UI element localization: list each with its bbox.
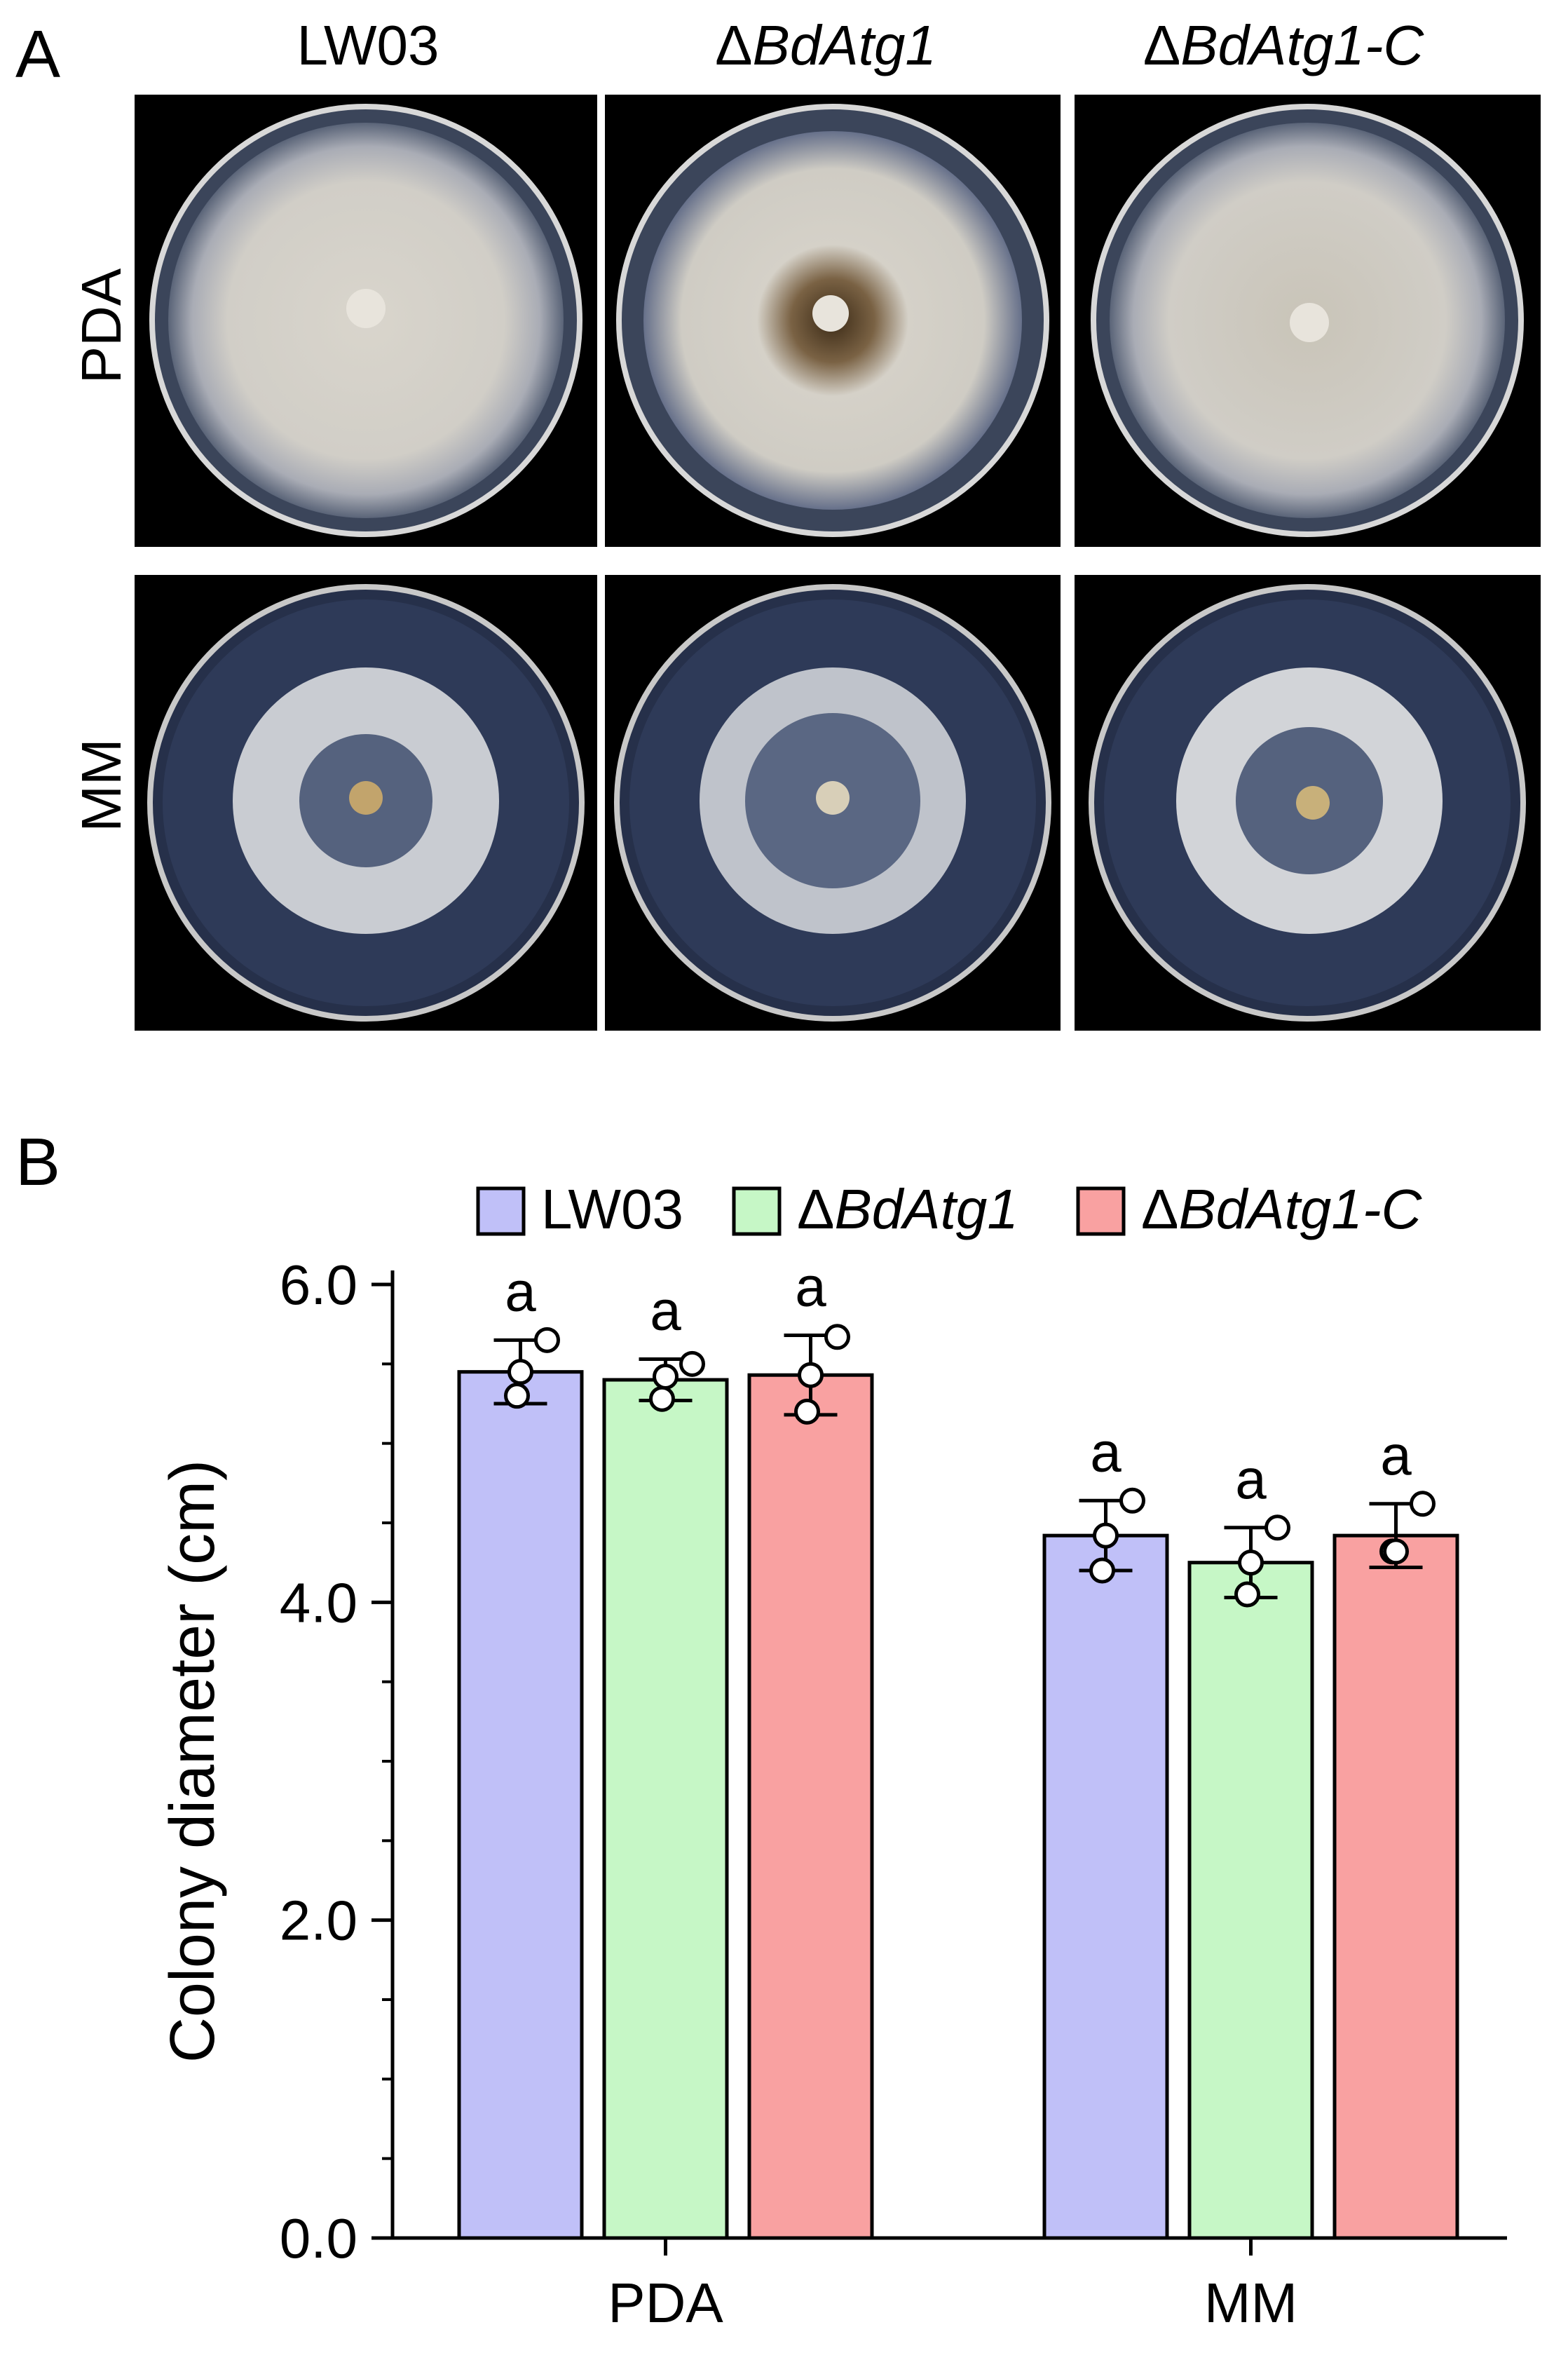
column-header-lw03: LW03 [296, 14, 439, 76]
plate-photo-mm-bdatg1 [605, 575, 1061, 1031]
bar [457, 1370, 584, 2240]
row-label-pda: PDA [70, 268, 132, 384]
data-point [1089, 1557, 1115, 1584]
legend-label: LW03 [541, 1178, 683, 1240]
plate-photo-pda-lw03 [135, 95, 597, 547]
data-point [504, 1383, 530, 1409]
row-label-mm: MM [70, 738, 132, 832]
legend-swatch [1076, 1186, 1126, 1236]
significance-letter: a [1235, 1448, 1267, 1510]
bar [602, 1378, 729, 2240]
data-point [824, 1324, 850, 1350]
x-tick-label: PDA [608, 2272, 723, 2334]
data-point [798, 1362, 824, 1388]
data-point [1234, 1581, 1260, 1608]
legend-label: ΔBdAtg1 [797, 1178, 1018, 1240]
y-tick-label: 6.0 [280, 1254, 357, 1316]
data-point [1383, 1538, 1409, 1565]
data-point [1119, 1487, 1145, 1514]
significance-letter: a [1380, 1424, 1412, 1486]
significance-letter: a [650, 1280, 681, 1342]
data-point [794, 1398, 820, 1425]
legend-swatch [476, 1186, 526, 1236]
data-point [1093, 1522, 1119, 1549]
y-tick-label: 2.0 [280, 1890, 357, 1952]
data-point [507, 1359, 533, 1385]
data-point [1238, 1549, 1264, 1576]
plate-photo-mm-bdatg1-c [1075, 575, 1541, 1031]
data-point [534, 1327, 560, 1353]
significance-letter: a [1090, 1420, 1122, 1483]
plate-photo-mm-lw03 [135, 575, 597, 1031]
bar-chart: 0.0 2.0 4.0 6.0 Colony diameter (cm) a a a PDA a a… [158, 1178, 1507, 2334]
column-header-bdatg1: ΔBdAtg1 [715, 14, 936, 76]
data-point [1410, 1491, 1436, 1517]
plate-photo-pda-bdatg1 [605, 95, 1061, 547]
legend-swatch [732, 1186, 782, 1236]
x-tick-label: MM [1204, 2272, 1297, 2334]
data-point [1264, 1514, 1290, 1541]
significance-letter: a [505, 1260, 536, 1322]
data-point [649, 1385, 675, 1412]
y-axis-label: Colony diameter (cm) [158, 1460, 228, 2063]
plate-photo-pda-bdatg1-c [1075, 95, 1541, 547]
legend-label: ΔBdAtg1-C [1141, 1178, 1423, 1240]
significance-letter: a [795, 1256, 826, 1318]
data-point [679, 1350, 705, 1377]
bar [1332, 1533, 1459, 2240]
y-tick-label: 0.0 [280, 2207, 357, 2270]
bar [1042, 1533, 1169, 2240]
panel-b-letter: B [15, 1125, 61, 1200]
y-tick-label: 4.0 [280, 1571, 357, 1634]
data-point [653, 1363, 679, 1390]
bar [747, 1373, 874, 2240]
panel-a-letter: A [15, 17, 61, 92]
bar [1187, 1561, 1314, 2240]
column-header-bdatg1-c: ΔBdAtg1-C [1143, 14, 1424, 76]
